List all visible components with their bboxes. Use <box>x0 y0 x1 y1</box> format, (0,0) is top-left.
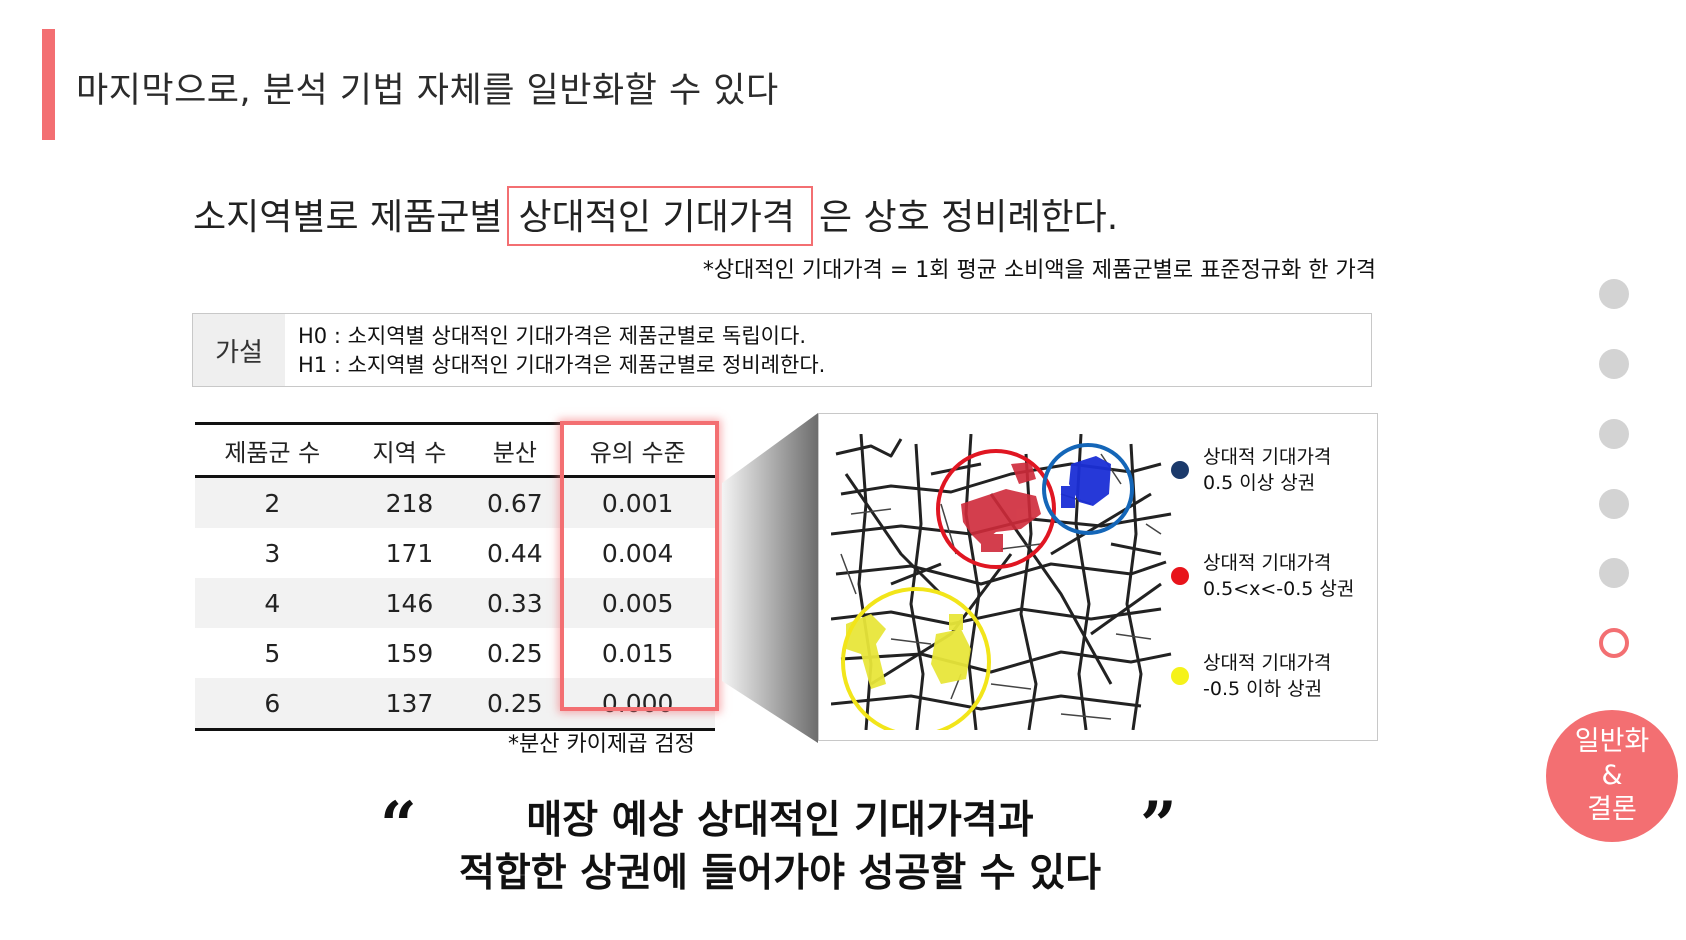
table-row: 6 137 0.25 0.000 <box>195 678 715 731</box>
legend-low-line1: 상대적 기대가격 <box>1203 652 1332 674</box>
hypothesis-lines: H0 : 소지역별 상대적인 기대가격은 제품군별로 독립이다. H1 : 소지… <box>298 322 825 380</box>
hypothesis-h0: H0 : 소지역별 상대적인 기대가격은 제품군별로 독립이다. <box>298 324 806 348</box>
table-cell: 5 <box>264 638 281 668</box>
headline-highlight-box: 상대적인 기대가격 <box>506 186 813 246</box>
slide-title: 마지막으로, 분석 기법 자체를 일반화할 수 있다 <box>76 71 779 111</box>
headline: 소지역별로 제품군별 상대적인 기대가격 은 상호 정비례한다. <box>193 186 1118 246</box>
table-cell: 0.44 <box>487 538 543 568</box>
conclusion-quote: “ 매장 예상 상대적인 기대가격과 적합한 상권에 들어가야 성공할 수 있다… <box>380 790 1180 900</box>
table-cell: 159 <box>385 638 434 668</box>
hypothesis-box: 가설 H0 : 소지역별 상대적인 기대가격은 제품군별로 독립이다. H1 :… <box>192 313 1372 387</box>
legend-high-line1: 상대적 기대가격 <box>1203 446 1332 468</box>
title-accent-bar <box>42 29 55 140</box>
header-significance: 유의 수준 <box>560 422 715 478</box>
nav-dot-current[interactable] <box>1599 628 1629 658</box>
header-product-groups: 제품군 수 <box>195 422 350 478</box>
table-row: 5 159 0.25 0.015 <box>195 628 715 678</box>
legend-high-line2: 0.5 이상 상권 <box>1203 472 1316 494</box>
header-variance: 분산 <box>469 422 561 478</box>
legend-item-high: 상대적 기대가격 0.5 이상 상권 <box>1171 444 1331 496</box>
legend-item-low: 상대적 기대가격 -0.5 이하 상권 <box>1171 650 1331 702</box>
stats-table: 제품군 수 지역 수 분산 유의 수준 2 218 0.67 0.001 3 1… <box>195 422 715 731</box>
close-quote-mark: ” <box>1140 788 1177 863</box>
table-cell: 0.25 <box>487 638 543 668</box>
legend-mid-line1: 상대적 기대가격 <box>1203 552 1332 574</box>
open-quote-mark: “ <box>380 788 417 863</box>
quote-text: 매장 예상 상대적인 기대가격과 적합한 상권에 들어가야 성공할 수 있다 <box>380 794 1180 900</box>
stats-table-wrapper: 제품군 수 지역 수 분산 유의 수준 2 218 0.67 0.001 3 1… <box>195 422 715 731</box>
badge-line-2: & <box>1601 760 1623 791</box>
table-cell: 4 <box>195 578 350 628</box>
table-cell: 2 <box>195 476 350 528</box>
table-cell: 0.33 <box>469 578 561 628</box>
chi-square-footnote: *분산 카이제곱 검정 <box>508 732 695 757</box>
badge-line-3: 결론 <box>1587 794 1637 825</box>
headline-prefix: 소지역별로 제품군별 <box>193 197 503 238</box>
header-regions: 지역 수 <box>349 422 470 478</box>
table-row: 4 146 0.33 0.005 <box>195 578 715 628</box>
hypothesis-label: 가설 <box>193 314 285 386</box>
legend-low-line2: -0.5 이하 상권 <box>1203 678 1323 700</box>
legend-dot-red <box>1171 567 1189 585</box>
table-cell: 218 <box>349 476 470 528</box>
table-cell: 0.005 <box>560 578 715 628</box>
legend-dot-navy <box>1171 461 1189 479</box>
table-cell: 3 <box>264 538 281 568</box>
table-cell: 0.25 <box>469 678 561 731</box>
table-header-row: 제품군 수 지역 수 분산 유의 수준 <box>195 422 715 478</box>
table-cell: 0.004 <box>601 538 674 568</box>
table-cell: 6 <box>195 678 350 731</box>
map-panel: 상대적 기대가격 0.5 이상 상권 상대적 기대가격 0.5<x<-0.5 상… <box>818 413 1378 741</box>
nav-dot-4[interactable] <box>1599 489 1629 519</box>
table-cell: 0.015 <box>601 638 674 668</box>
definition-footnote: *상대적인 기대가격 = 1회 평균 소비액을 제품군별로 표준정규화 한 가격 <box>702 258 1376 283</box>
quote-line-1: 매장 예상 상대적인 기대가격과 <box>526 798 1034 843</box>
quote-line-2: 적합한 상권에 들어가야 성공할 수 있다 <box>459 851 1101 896</box>
table-row: 3 171 0.44 0.004 <box>195 528 715 578</box>
nav-dot-1[interactable] <box>1599 279 1629 309</box>
nav-dot-3[interactable] <box>1599 419 1629 449</box>
hypothesis-h1: H1 : 소지역별 상대적인 기대가격은 제품군별로 정비례한다. <box>298 353 826 377</box>
table-row: 2 218 0.67 0.001 <box>195 476 715 528</box>
badge-line-1: 일반화 <box>1574 726 1650 757</box>
headline-suffix: 은 상호 정비례한다. <box>818 197 1119 238</box>
nav-dot-5[interactable] <box>1599 558 1629 588</box>
table-cell: 0.67 <box>469 476 561 528</box>
table-cell: 137 <box>349 678 470 731</box>
nav-dot-2[interactable] <box>1599 349 1629 379</box>
table-cell: 0.000 <box>560 678 715 731</box>
legend-item-mid: 상대적 기대가격 0.5<x<-0.5 상권 <box>1171 550 1354 602</box>
legend-mid-line2: 0.5<x<-0.5 상권 <box>1203 578 1355 600</box>
table-cell: 171 <box>385 538 434 568</box>
table-cell: 0.001 <box>560 476 715 528</box>
zoom-connector <box>722 413 818 743</box>
legend-dot-yellow <box>1171 667 1189 685</box>
street-map-image <box>831 434 1173 730</box>
table-cell: 146 <box>349 578 470 628</box>
current-section-badge[interactable]: 일반화 & 결론 <box>1546 710 1678 842</box>
